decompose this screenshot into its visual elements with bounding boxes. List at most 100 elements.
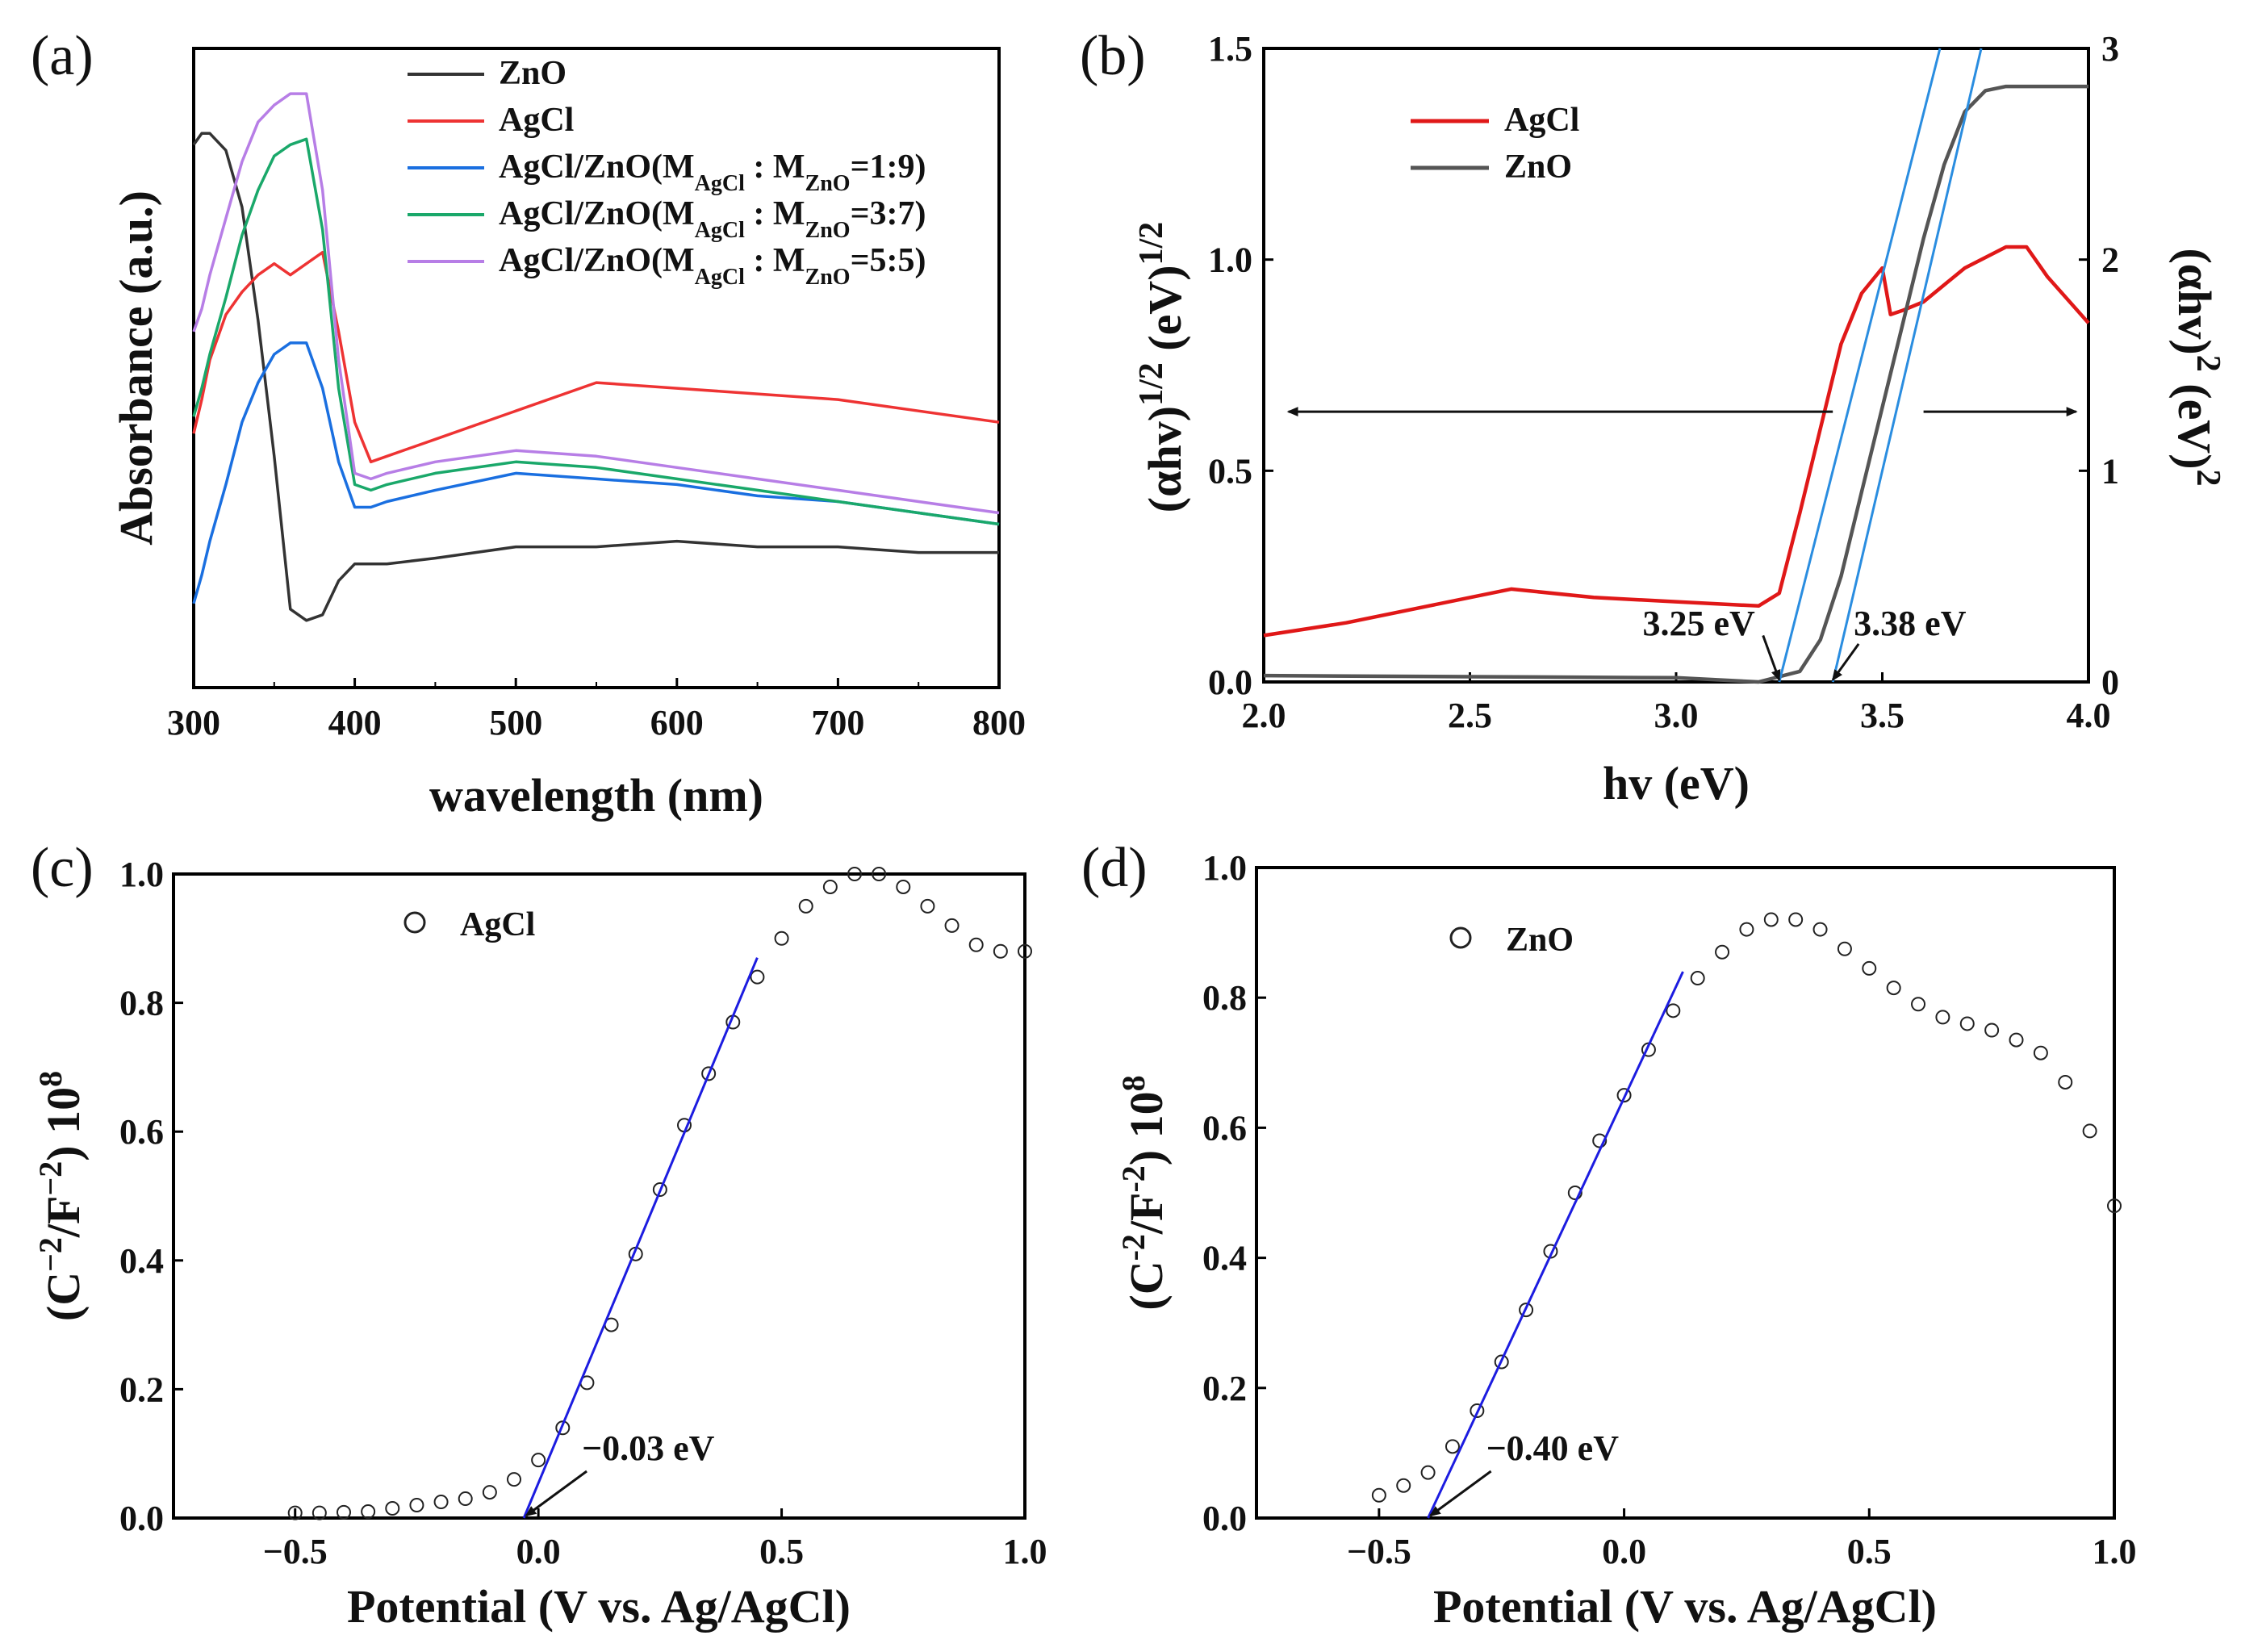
panel-c: (c) −0.5 0.0 0.5 1.0 0.0 0.2 0.4 0.6 0.8 1.0 −0.0… xyxy=(31,837,1047,1633)
legend-main-a-1: AgCl xyxy=(499,102,574,139)
data-point-d xyxy=(1616,1088,1632,1103)
y-tick-label-d: 0.6 xyxy=(1202,1108,1247,1148)
data-point-c xyxy=(433,1495,449,1510)
legend-main-a-3: AgCl/ZnO(M xyxy=(499,195,695,232)
plot-frame-c xyxy=(172,872,1026,1520)
y-right-tick-label-b: 3 xyxy=(2101,29,2119,69)
y-exp3-c: 8 xyxy=(32,1071,69,1087)
series-line-a-3 xyxy=(192,137,1000,526)
data-point-c xyxy=(968,937,984,952)
data-point-d xyxy=(1592,1133,1608,1148)
data-point-d xyxy=(1959,1016,1975,1031)
y-right-exp1-b: 2 xyxy=(2189,355,2226,372)
data-point-c xyxy=(531,1453,546,1468)
annotations-b: 3.25 eV 3.38 eV xyxy=(1642,604,1967,682)
legend-label-b-0: AgCl xyxy=(1504,102,1579,139)
x-tick-label-a: 700 xyxy=(811,703,864,742)
data-point-d xyxy=(1666,1003,1681,1018)
y-tick-label-c: 0.6 xyxy=(119,1112,164,1152)
panel-label-c: (c) xyxy=(31,837,94,899)
x-axis-label-c: Potential (V vs. Ag/AgCl) xyxy=(347,1580,851,1633)
data-point-c xyxy=(920,898,935,914)
legend-mid-a-2: : M xyxy=(745,148,805,186)
y-exp2-c: −2 xyxy=(32,1161,69,1196)
y-left-exp2-b: 1/2 xyxy=(1133,222,1170,266)
legend-main-a-4: AgCl/ZnO(M xyxy=(499,242,695,279)
panel-b: (b) 2.0 2.5 3.0 3.5 4.0 0.0 0.5 1.0 1.5 0 1 2 3 3.25… xyxy=(1080,25,2226,809)
y-left-base-b: (αhv) xyxy=(1139,406,1191,512)
data-point-d xyxy=(2082,1123,2097,1139)
x-tick-label-b: 2.0 xyxy=(1242,696,1286,735)
x-tick-label-a: 400 xyxy=(328,703,382,742)
y-right-unit-b: (eV) xyxy=(2168,372,2221,470)
y-tick-label-c: 0.8 xyxy=(119,984,164,1023)
legend-label-a-1: AgCl xyxy=(499,102,574,139)
data-point-c xyxy=(337,1504,351,1520)
legend-c: AgCl xyxy=(403,906,535,943)
y-exp1-c: −2 xyxy=(32,1237,69,1272)
y-end-d: ) 10 xyxy=(1120,1091,1173,1165)
fit-line-b-1 xyxy=(1831,48,1983,683)
y-tick-label-d: 0.0 xyxy=(1202,1499,1247,1538)
data-point-c xyxy=(847,867,862,881)
series-group-a xyxy=(192,92,1000,622)
plot-frame-d xyxy=(1255,866,2116,1520)
data-point-c xyxy=(798,898,813,914)
y-exp1-d: -2 xyxy=(1115,1234,1152,1261)
x-tick-label-b: 2.5 xyxy=(1448,696,1492,735)
data-point-c xyxy=(993,943,1008,959)
legend-mid-a-3: : M xyxy=(745,195,805,232)
data-point-d xyxy=(1396,1478,1411,1493)
data-point-c xyxy=(287,1505,303,1520)
data-point-d xyxy=(2058,1074,2073,1089)
data-point-d xyxy=(1567,1186,1582,1200)
data-point-d xyxy=(2033,1045,2048,1060)
y-left-tick-label-b: 0.5 xyxy=(1208,451,1252,491)
legend-d: ZnO xyxy=(1449,922,1574,959)
fit-line-b-0 xyxy=(1778,48,1942,683)
data-point-d xyxy=(1911,997,1926,1012)
data-point-d xyxy=(1470,1403,1485,1419)
data-point-d xyxy=(2107,1198,2122,1214)
series-group-d: −0.40 eV xyxy=(1371,912,2122,1519)
y-axis-label-left-b: (αhv)1/2 (eV)1/2 xyxy=(1133,222,1191,512)
x-axis-label-b: hv (eV) xyxy=(1603,757,1750,809)
x-tick-label-d: −0.5 xyxy=(1347,1532,1411,1571)
y-left-exp1-b: 1/2 xyxy=(1133,362,1170,406)
series-group-b xyxy=(1263,48,2090,684)
panel-label-d: (d) xyxy=(1081,837,1148,899)
legend-label-a-2: AgCl/ZnO(MAgCl : MZnO=1:9) xyxy=(499,148,926,196)
data-point-c xyxy=(1018,943,1032,959)
y-tick-label-c: 0.4 xyxy=(119,1241,164,1281)
annotation-text-d: −0.40 eV xyxy=(1486,1428,1620,1468)
y-axis-label-d: (C-2/F-2) 108 xyxy=(1115,1075,1173,1310)
legend-marker-d xyxy=(1449,926,1472,949)
legend-sub2-a-4: ZnO xyxy=(805,265,851,290)
annotation-text-c: −0.03 eV xyxy=(582,1428,715,1468)
annotation-arrow-b-1 xyxy=(1831,643,1860,682)
x-tick-label-c: −0.5 xyxy=(263,1532,328,1571)
x-tick-label-a: 600 xyxy=(650,703,704,742)
data-point-c xyxy=(482,1485,497,1500)
legend-label-b-1: ZnO xyxy=(1504,148,1572,186)
legend-mid-a-4: : M xyxy=(745,242,805,279)
data-point-c xyxy=(701,1066,717,1081)
y-axis-label-a: Absorbance (a.u.) xyxy=(110,190,162,546)
data-point-d xyxy=(1812,922,1828,937)
data-point-d xyxy=(1886,981,1901,996)
y-left-tick-label-b: 0.0 xyxy=(1208,663,1252,702)
y-right-base-b: (αhv) xyxy=(2168,248,2221,354)
x-tick-label-d: 0.0 xyxy=(1602,1532,1646,1571)
data-point-d xyxy=(1788,912,1804,927)
data-point-c xyxy=(409,1498,424,1513)
panel-a: (a) 300 400 500 600 700 800 wavelength (nm) A… xyxy=(31,25,1026,822)
ticks-c: −0.5 0.0 0.5 1.0 0.0 0.2 0.4 0.6 0.8 1.0 xyxy=(119,855,1047,1571)
data-point-d xyxy=(1935,1010,1950,1025)
x-tick-label-d: 0.5 xyxy=(1847,1532,1892,1571)
legend-b: AgCl ZnO xyxy=(1411,102,1579,186)
series-line-b-1 xyxy=(1263,84,2088,684)
x-tick-label-a: 500 xyxy=(489,703,542,742)
data-point-c xyxy=(507,1472,521,1487)
legend-main-a-2: AgCl/ZnO(M xyxy=(499,148,695,186)
